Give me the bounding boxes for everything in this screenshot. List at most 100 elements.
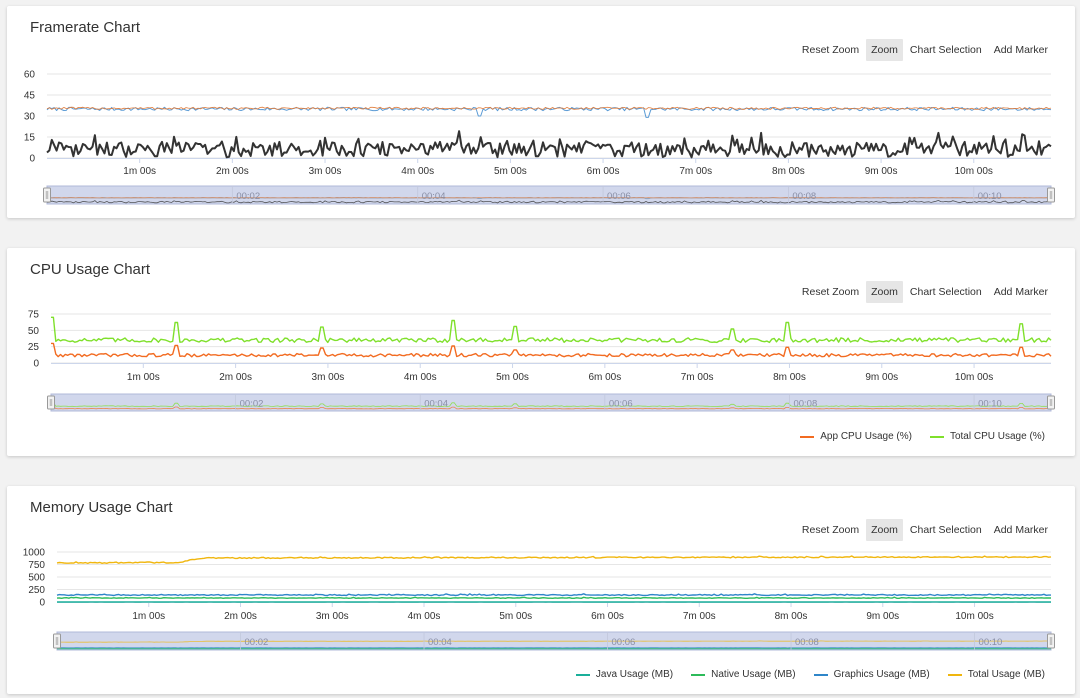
zoom-button[interactable]: Zoom: [866, 39, 903, 61]
y-tick-label: 50: [28, 326, 40, 337]
x-tick-label: 6m 00s: [588, 372, 621, 383]
legend-item-native[interactable]: Native Usage (MB): [691, 669, 796, 680]
navigator-handle-left[interactable]: [53, 633, 61, 649]
navigator-tick-label: 00:08: [792, 191, 816, 202]
y-tick-label: 250: [28, 585, 45, 596]
x-tick-label: 5m 00s: [496, 372, 529, 383]
x-tick-label: 7m 00s: [683, 611, 716, 622]
legend-item-app-cpu[interactable]: App CPU Usage (%): [800, 431, 912, 442]
chart-selection-button[interactable]: Chart Selection: [909, 44, 982, 56]
navigator-tick-label: 00:10: [979, 637, 1003, 648]
legend-item-java[interactable]: Java Usage (MB): [575, 669, 674, 680]
navigator-tick-label: 00:02: [245, 637, 269, 648]
memory-chart-card: Memory Usage Chart Reset Zoom Zoom Chart…: [7, 486, 1075, 694]
legend-label: Total CPU Usage (%): [949, 431, 1045, 442]
x-tick-label: 8m 00s: [772, 166, 805, 177]
navigator-handle-right[interactable]: [1047, 633, 1055, 649]
chart-title: Memory Usage Chart: [30, 499, 173, 516]
legend-label: Java Usage (MB): [595, 669, 674, 680]
y-tick-label: 0: [29, 154, 35, 165]
x-tick-label: 1m 00s: [127, 372, 160, 383]
legend-label: Graphics Usage (MB): [833, 669, 930, 680]
x-tick-label: 9m 00s: [865, 166, 898, 177]
navigator-series: [46, 199, 1052, 204]
navigator-tick-label: 00:02: [240, 399, 264, 410]
navigator-tick-label: 00:10: [978, 191, 1002, 202]
reset-zoom-button[interactable]: Reset Zoom: [801, 524, 860, 536]
framerate-chart-plot[interactable]: 0 15 30 45 60 1m 00s 2m 00s 3m 00s 4m 00s 5m 00s 6…: [7, 6, 1075, 218]
legend-swatch: [929, 435, 944, 438]
y-tick-label: 75: [28, 310, 40, 321]
legend-item-total[interactable]: Total Usage (MB): [947, 669, 1045, 680]
x-tick-label: 2m 00s: [224, 611, 257, 622]
x-tick-label: 1m 00s: [132, 611, 165, 622]
series-line[interactable]: [46, 106, 1052, 110]
series-line[interactable]: [51, 342, 1052, 358]
navigator-tick-label: 00:02: [236, 191, 260, 202]
zoom-button[interactable]: Zoom: [866, 281, 903, 303]
legend-label: App CPU Usage (%): [820, 431, 912, 442]
series-line[interactable]: [56, 596, 1051, 599]
reset-zoom-button[interactable]: Reset Zoom: [801, 44, 860, 56]
y-tick-label: 750: [28, 560, 45, 571]
y-tick-label: 0: [33, 359, 39, 370]
zoom-button[interactable]: Zoom: [866, 519, 903, 541]
framerate-chart-card: Framerate Chart Reset Zoom Zoom Chart Se…: [7, 6, 1075, 218]
navigator-tick-label: 00:08: [793, 399, 817, 410]
cpu-chart-plot[interactable]: 0 25 50 75 1m 00s 2m 00s 3m 00s 4m 00s 5m 00s 6m …: [7, 248, 1075, 456]
reset-zoom-button[interactable]: Reset Zoom: [801, 286, 860, 298]
navigator-series: [56, 640, 1051, 643]
y-tick-label: 25: [28, 342, 40, 353]
navigator-handle-left[interactable]: [43, 187, 51, 203]
series-line[interactable]: [56, 555, 1052, 565]
legend-swatch: [800, 435, 815, 438]
navigator-tick-label: 00:06: [609, 399, 633, 410]
legend-item-graphics[interactable]: Graphics Usage (MB): [813, 669, 930, 680]
legend-item-total-cpu[interactable]: Total CPU Usage (%): [929, 431, 1045, 442]
navigator-handle-left[interactable]: [47, 395, 55, 410]
navigator-tick-label: 00:10: [978, 399, 1002, 410]
x-tick-label: 4m 00s: [401, 166, 434, 177]
chart-title: Framerate Chart: [30, 19, 141, 36]
y-tick-label: 45: [24, 91, 36, 102]
navigator-tick-label: 00:06: [612, 637, 636, 648]
x-tick-label: 7m 00s: [681, 372, 714, 383]
legend-label: Native Usage (MB): [711, 669, 796, 680]
y-tick-label: 1000: [23, 548, 46, 559]
series-line[interactable]: [56, 593, 1051, 597]
x-tick-label: 8m 00s: [775, 611, 808, 622]
x-tick-label: 10m 00s: [955, 166, 993, 177]
legend-swatch: [691, 673, 706, 676]
cpu-chart-card: CPU Usage Chart Reset Zoom Zoom Chart Se…: [7, 248, 1075, 456]
navigator-tick-label: 00:06: [607, 191, 631, 202]
navigator-tick-label: 00:04: [424, 399, 448, 410]
navigator-handle-right[interactable]: [1047, 187, 1055, 203]
add-marker-button[interactable]: Add Marker: [993, 286, 1048, 298]
x-tick-label: 4m 00s: [408, 611, 441, 622]
y-tick-label: 60: [24, 70, 36, 81]
navigator-series: [51, 406, 1052, 410]
add-marker-button[interactable]: Add Marker: [993, 44, 1048, 56]
series-line[interactable]: [46, 130, 1052, 159]
y-tick-label: 30: [24, 112, 36, 123]
x-tick-label: 3m 00s: [316, 611, 349, 622]
navigator-tick-label: 00:04: [422, 191, 446, 202]
chart-title: CPU Usage Chart: [30, 261, 151, 278]
legend-label: Total Usage (MB): [967, 669, 1045, 680]
navigator-handle-right[interactable]: [1047, 395, 1055, 410]
series-line[interactable]: [51, 316, 1052, 344]
chart-toolbar: Reset Zoom Zoom Chart Selection Add Mark…: [795, 39, 1053, 61]
legend-swatch: [575, 673, 590, 676]
x-tick-label: 6m 00s: [591, 611, 624, 622]
x-tick-label: 2m 00s: [219, 372, 252, 383]
x-tick-label: 9m 00s: [865, 372, 898, 383]
chart-legend: Java Usage (MB) Native Usage (MB) Graphi…: [575, 669, 1045, 680]
add-marker-button[interactable]: Add Marker: [993, 524, 1048, 536]
x-tick-label: 9m 00s: [866, 611, 899, 622]
y-tick-label: 500: [28, 573, 45, 584]
chart-selection-button[interactable]: Chart Selection: [909, 524, 982, 536]
chart-selection-button[interactable]: Chart Selection: [909, 286, 982, 298]
x-tick-label: 10m 00s: [955, 611, 993, 622]
navigator-tick-label: 00:04: [428, 637, 452, 648]
